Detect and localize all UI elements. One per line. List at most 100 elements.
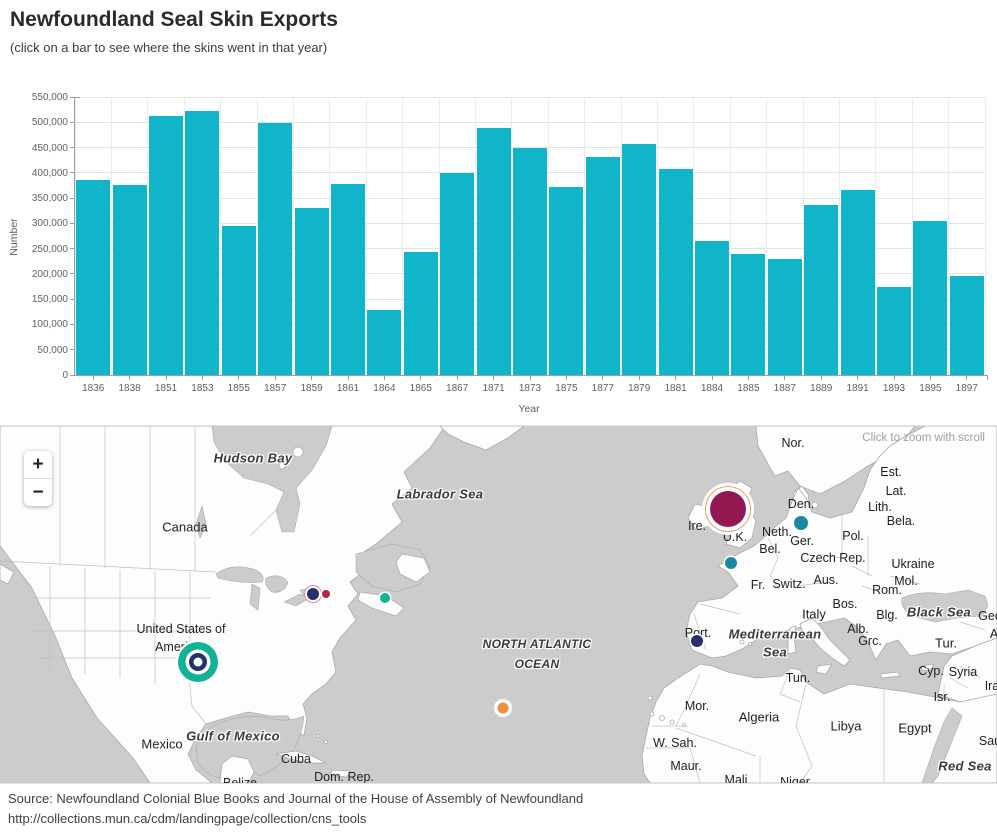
bar-1881[interactable] <box>658 168 693 375</box>
x-tick-label: 1853 <box>191 383 214 394</box>
map-country-label: Czech Rep. <box>800 551 866 565</box>
bar-1884[interactable] <box>695 240 729 375</box>
x-tick-label: 1877 <box>591 383 614 394</box>
x-tick-label: 1879 <box>628 383 651 394</box>
marker-montreal-navy[interactable] <box>307 588 319 600</box>
bar-1873[interactable] <box>513 147 547 375</box>
y-tick-label: 250,000 <box>31 243 68 255</box>
map-zoom-hint: Click to zoom with scroll <box>862 432 985 444</box>
y-tick-label: 50,000 <box>37 344 68 356</box>
bar-1864[interactable] <box>367 310 402 375</box>
x-axis-line <box>74 375 988 376</box>
marker-portugal[interactable] <box>691 635 703 647</box>
bar-1853[interactable] <box>185 111 220 375</box>
marker-uk[interactable] <box>710 491 746 527</box>
marker-azores[interactable] <box>497 702 509 714</box>
map-zoom-control: + − <box>24 451 52 506</box>
map-sea-label: Black Sea <box>906 604 972 620</box>
bar-1855[interactable] <box>221 226 256 375</box>
x-gridline <box>766 97 768 375</box>
bar-1895[interactable] <box>913 221 948 375</box>
map-country-label: Egypt <box>898 720 932 736</box>
x-tick <box>129 375 131 380</box>
y-tick <box>70 323 75 325</box>
map-country-label: Syria <box>948 665 978 679</box>
zoom-in-button[interactable]: + <box>32 454 44 475</box>
x-tick-label: 1873 <box>518 383 542 394</box>
bar-1861[interactable] <box>331 184 365 375</box>
map-country-label: Italy <box>802 606 826 622</box>
map-country-label: Tur. <box>935 635 957 651</box>
map-country-label: Alb. <box>847 622 869 636</box>
x-gridline <box>584 97 586 375</box>
map-sea-label: OCEAN <box>514 657 560 671</box>
map-country-label: Aus. <box>813 573 839 587</box>
bar-1867[interactable] <box>440 172 475 375</box>
map-country-label: Ger. <box>790 534 814 548</box>
map-country-label: Canada <box>162 519 208 535</box>
map-country-label: Isr. <box>933 690 951 704</box>
map-sea-label: NORTH ATLANTIC <box>482 637 592 651</box>
y-tick <box>70 349 75 351</box>
x-tick <box>165 375 167 380</box>
map-country-label: Fr. <box>750 578 766 592</box>
bar-1877[interactable] <box>585 156 620 375</box>
x-tick-label: 1889 <box>810 383 833 394</box>
bar-1871[interactable] <box>476 128 511 375</box>
bar-1885[interactable] <box>731 254 766 375</box>
map-country-label: A <box>990 627 997 641</box>
bar-1838[interactable] <box>112 184 147 375</box>
bar-1857[interactable] <box>258 123 293 375</box>
greenland-land <box>439 426 525 451</box>
map-country-label: Algeria <box>738 709 780 725</box>
bar-1875[interactable] <box>549 187 584 375</box>
bar-1836[interactable] <box>76 180 111 375</box>
map-country-label: Cyp. <box>918 664 944 678</box>
x-tick <box>311 375 313 380</box>
bar-1893[interactable] <box>877 286 911 375</box>
map-country-label: Maur. <box>670 759 702 773</box>
hispaniola-island <box>329 769 351 778</box>
world-map[interactable] <box>0 426 997 783</box>
map-country-label: Niger <box>780 775 810 784</box>
axis-end-tick <box>987 375 988 380</box>
black-sea-water <box>901 589 989 623</box>
x-tick-label: 1871 <box>482 383 505 394</box>
x-tick <box>420 375 422 380</box>
bar-1865[interactable] <box>403 252 438 375</box>
x-tick <box>675 375 677 380</box>
x-gridline <box>220 97 222 375</box>
marker-germany[interactable] <box>794 516 808 530</box>
bar-1891[interactable] <box>840 190 875 375</box>
bar-1859[interactable] <box>294 208 329 375</box>
bar-1897[interactable] <box>949 275 984 375</box>
lake-michigan-water <box>249 583 261 611</box>
x-tick-label: 1897 <box>955 383 978 394</box>
map[interactable]: Hudson Bay Labrador Sea NORTH ATLANTIC OCEA… <box>0 425 997 784</box>
bar-1879[interactable] <box>622 144 657 375</box>
x-gridline <box>620 97 622 375</box>
map-sea-label: Sea <box>762 644 788 660</box>
x-axis-title: Year <box>518 403 540 415</box>
bar-1889[interactable] <box>804 205 839 375</box>
marker-us-target[interactable] <box>178 642 218 682</box>
zoom-out-button[interactable]: − <box>24 478 52 506</box>
map-country-label: Mor. <box>684 699 710 713</box>
y-axis-title: Number <box>8 218 20 256</box>
bar-1887[interactable] <box>767 258 802 375</box>
x-gridline <box>110 97 112 375</box>
x-gridline <box>875 97 877 375</box>
x-tick <box>602 375 604 380</box>
marker-france[interactable] <box>725 557 737 569</box>
lake-winnipeg-water <box>195 505 207 539</box>
x-tick <box>711 375 713 380</box>
marker-nova-scotia[interactable] <box>380 593 390 603</box>
x-gridline <box>911 97 913 375</box>
x-tick <box>456 375 458 380</box>
y-tick <box>70 172 75 174</box>
bar-1851[interactable] <box>149 116 183 375</box>
x-tick <box>784 375 786 380</box>
map-sea-label: Labrador Sea <box>396 486 484 502</box>
marker-montreal-red[interactable] <box>322 590 330 598</box>
x-tick <box>92 375 94 380</box>
